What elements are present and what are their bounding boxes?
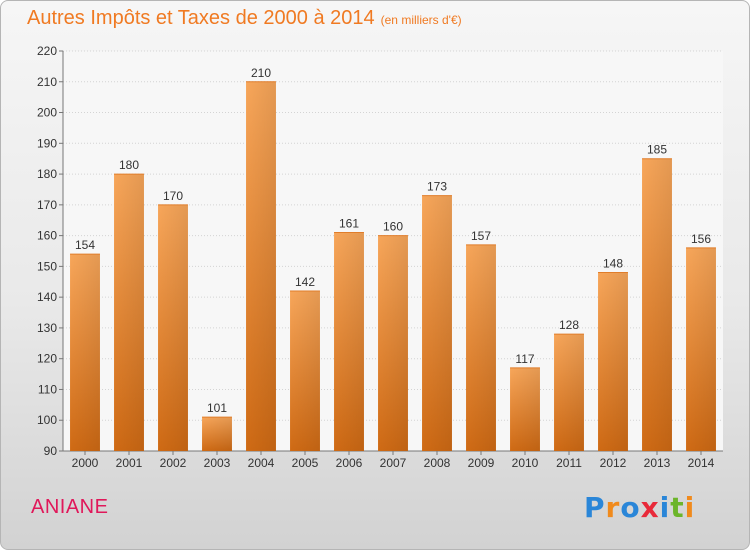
x-tick-label: 2010 — [512, 456, 539, 470]
data-label: 142 — [295, 275, 315, 289]
commune-name: ANIANE — [31, 496, 109, 518]
data-label: 117 — [515, 352, 534, 366]
x-tick-label: 2005 — [292, 456, 319, 470]
y-tick-label: 170 — [37, 198, 57, 212]
y-tick-label: 90 — [44, 444, 58, 458]
x-tick-label: 2007 — [380, 456, 407, 470]
data-label: 157 — [471, 229, 491, 243]
bar-shade — [378, 235, 408, 451]
data-label: 156 — [691, 232, 711, 246]
data-label: 148 — [603, 257, 623, 271]
y-tick-label: 130 — [37, 321, 57, 335]
x-tick-label: 2002 — [160, 456, 187, 470]
data-label: 101 — [207, 401, 227, 415]
bar-shade — [246, 81, 276, 452]
y-tick-label: 180 — [37, 167, 57, 181]
data-label: 173 — [427, 180, 447, 194]
bar-shade — [466, 244, 496, 451]
x-tick-label: 2000 — [72, 456, 99, 470]
bar-shade — [422, 195, 452, 451]
chart-subtitle: (en milliers d'€) — [380, 13, 462, 27]
y-tick-label: 160 — [37, 229, 57, 243]
y-tick-label: 190 — [37, 136, 57, 150]
data-label: 185 — [647, 143, 667, 157]
y-tick-label: 110 — [38, 382, 57, 396]
bar-shade — [70, 254, 100, 451]
y-tick-label: 210 — [37, 75, 57, 89]
chart-title: Autres Impôts et Taxes de 2000 à 2014 (en… — [27, 7, 462, 30]
x-tick-label: 2001 — [116, 456, 143, 470]
bar-shade — [598, 272, 628, 451]
bar-shade — [202, 417, 232, 451]
bar-shade — [642, 158, 672, 451]
bar-shade — [334, 232, 364, 451]
x-tick-label: 2009 — [468, 456, 495, 470]
x-tick-label: 2008 — [424, 456, 451, 470]
y-tick-label: 220 — [37, 44, 57, 58]
y-tick-label: 100 — [37, 413, 57, 427]
bar-shade — [554, 334, 584, 451]
x-tick-label: 2003 — [204, 456, 231, 470]
x-tick-label: 2011 — [556, 456, 582, 470]
x-tick-label: 2012 — [600, 456, 627, 470]
bar-shade — [510, 367, 540, 451]
bar-shade — [686, 247, 716, 451]
x-tick-label: 2013 — [644, 456, 671, 470]
data-label: 170 — [163, 189, 183, 203]
x-tick-label: 2004 — [248, 456, 275, 470]
bar-shade — [158, 204, 188, 451]
data-label: 210 — [251, 66, 271, 80]
data-label: 180 — [119, 158, 139, 172]
y-tick-label: 150 — [37, 259, 57, 273]
x-tick-label: 2014 — [688, 456, 715, 470]
data-label: 161 — [339, 217, 359, 231]
data-label: 154 — [75, 238, 95, 252]
bar-shade — [290, 291, 320, 451]
y-tick-label: 120 — [37, 352, 57, 366]
bar-shade — [114, 174, 144, 452]
chart-title-text: Autres Impôts et Taxes de 2000 à 2014 — [27, 7, 375, 29]
data-label: 128 — [559, 318, 579, 332]
y-tick-label: 200 — [37, 106, 57, 120]
data-label: 160 — [383, 220, 403, 234]
y-tick-label: 140 — [37, 290, 57, 304]
proxiti-logo: Proxiti — [584, 491, 696, 524]
x-tick-label: 2006 — [336, 456, 363, 470]
